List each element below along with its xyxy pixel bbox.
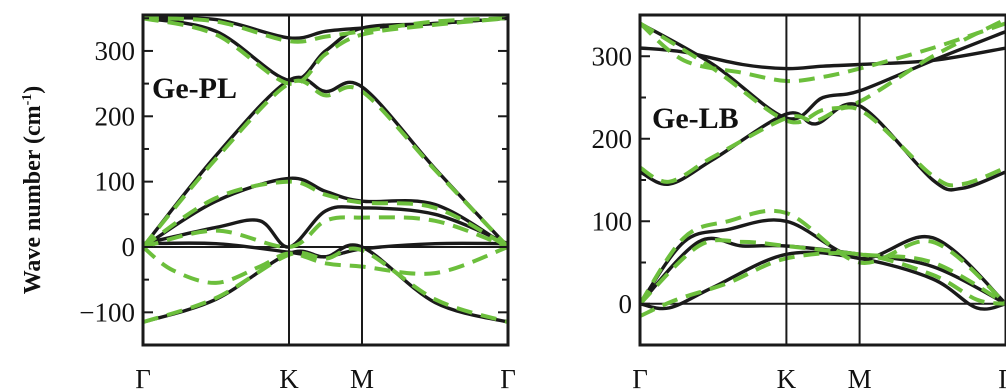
band-solid-6 [143, 243, 508, 324]
y-tick-label: 200 [95, 101, 136, 131]
chart-panel-ge-lb: 0 100 200 300 Γ K M Γ Ge-LB [592, 13, 1006, 392]
band-dashed-7 [640, 17, 1006, 125]
band-dashed-8 [143, 16, 508, 86]
band-solid-3 [640, 218, 1006, 306]
band-dashed-11 [640, 251, 1006, 318]
chart-panel-ge-pl: −100 0 100 200 300 Γ K M Γ Ge-PL Wave number (c… [20, 13, 516, 392]
y-tick-label: 0 [619, 289, 633, 319]
y-tick-label: 100 [95, 167, 136, 197]
band-solid-1 [640, 21, 1006, 121]
band-dashed-11 [143, 215, 508, 250]
y-axis-title-superscript: -1 [20, 94, 35, 106]
x-tick-label: M [848, 364, 872, 392]
x-tick-label: M [350, 364, 374, 392]
x-tick-label: Γ [135, 364, 151, 392]
band-dashed-9 [143, 78, 508, 249]
y-tick-label: 100 [592, 206, 633, 236]
band-solid-5 [640, 250, 1006, 311]
panel-label-ge-lb: Ge-LB [652, 102, 739, 135]
band-dashed-7 [143, 16, 508, 44]
band-dashed-9 [640, 208, 1006, 306]
band-lines-ge-lb [640, 17, 1006, 318]
band-dashed-13 [143, 246, 508, 325]
y-axis-title-close: ) [20, 86, 46, 94]
band-dashed-10 [640, 238, 1006, 306]
x-tick-label: Γ [632, 364, 648, 392]
plot-frame [141, 13, 510, 347]
y-axis-title-text: Wave number (cm [20, 105, 46, 294]
x-tick-label: K [279, 364, 299, 392]
y-tick-label: −100 [79, 297, 135, 327]
band-lines-ge-pl [143, 16, 508, 325]
x-tick-label: K [777, 364, 797, 392]
band-dashed-8 [640, 105, 1006, 188]
y-tick-labels-ge-lb: 0 100 200 300 [592, 41, 633, 319]
band-solid-4 [143, 205, 508, 249]
y-tick-labels-ge-pl: −100 0 100 200 300 [79, 36, 135, 327]
band-dashed-6 [640, 21, 1006, 84]
y-tick-label: 0 [122, 232, 136, 262]
x-tick-label: Γ [500, 364, 516, 392]
band-dashed-10 [143, 179, 508, 249]
panel-label-ge-pl: Ge-PL [152, 72, 237, 105]
y-tick-label: 300 [95, 36, 136, 66]
y-tick-label: 300 [592, 41, 633, 71]
band-solid-2 [640, 102, 1006, 192]
band-dashed-12 [143, 245, 508, 285]
x-tick-label: Γ [998, 364, 1006, 392]
band-solid-5 [143, 241, 508, 259]
y-tick-label: 200 [592, 124, 633, 154]
band-solid-3 [143, 176, 508, 249]
y-axis-title: Wave number (cm-1) [20, 86, 46, 295]
axes-ge-pl [141, 13, 510, 347]
axes-ge-lb [638, 13, 1006, 347]
